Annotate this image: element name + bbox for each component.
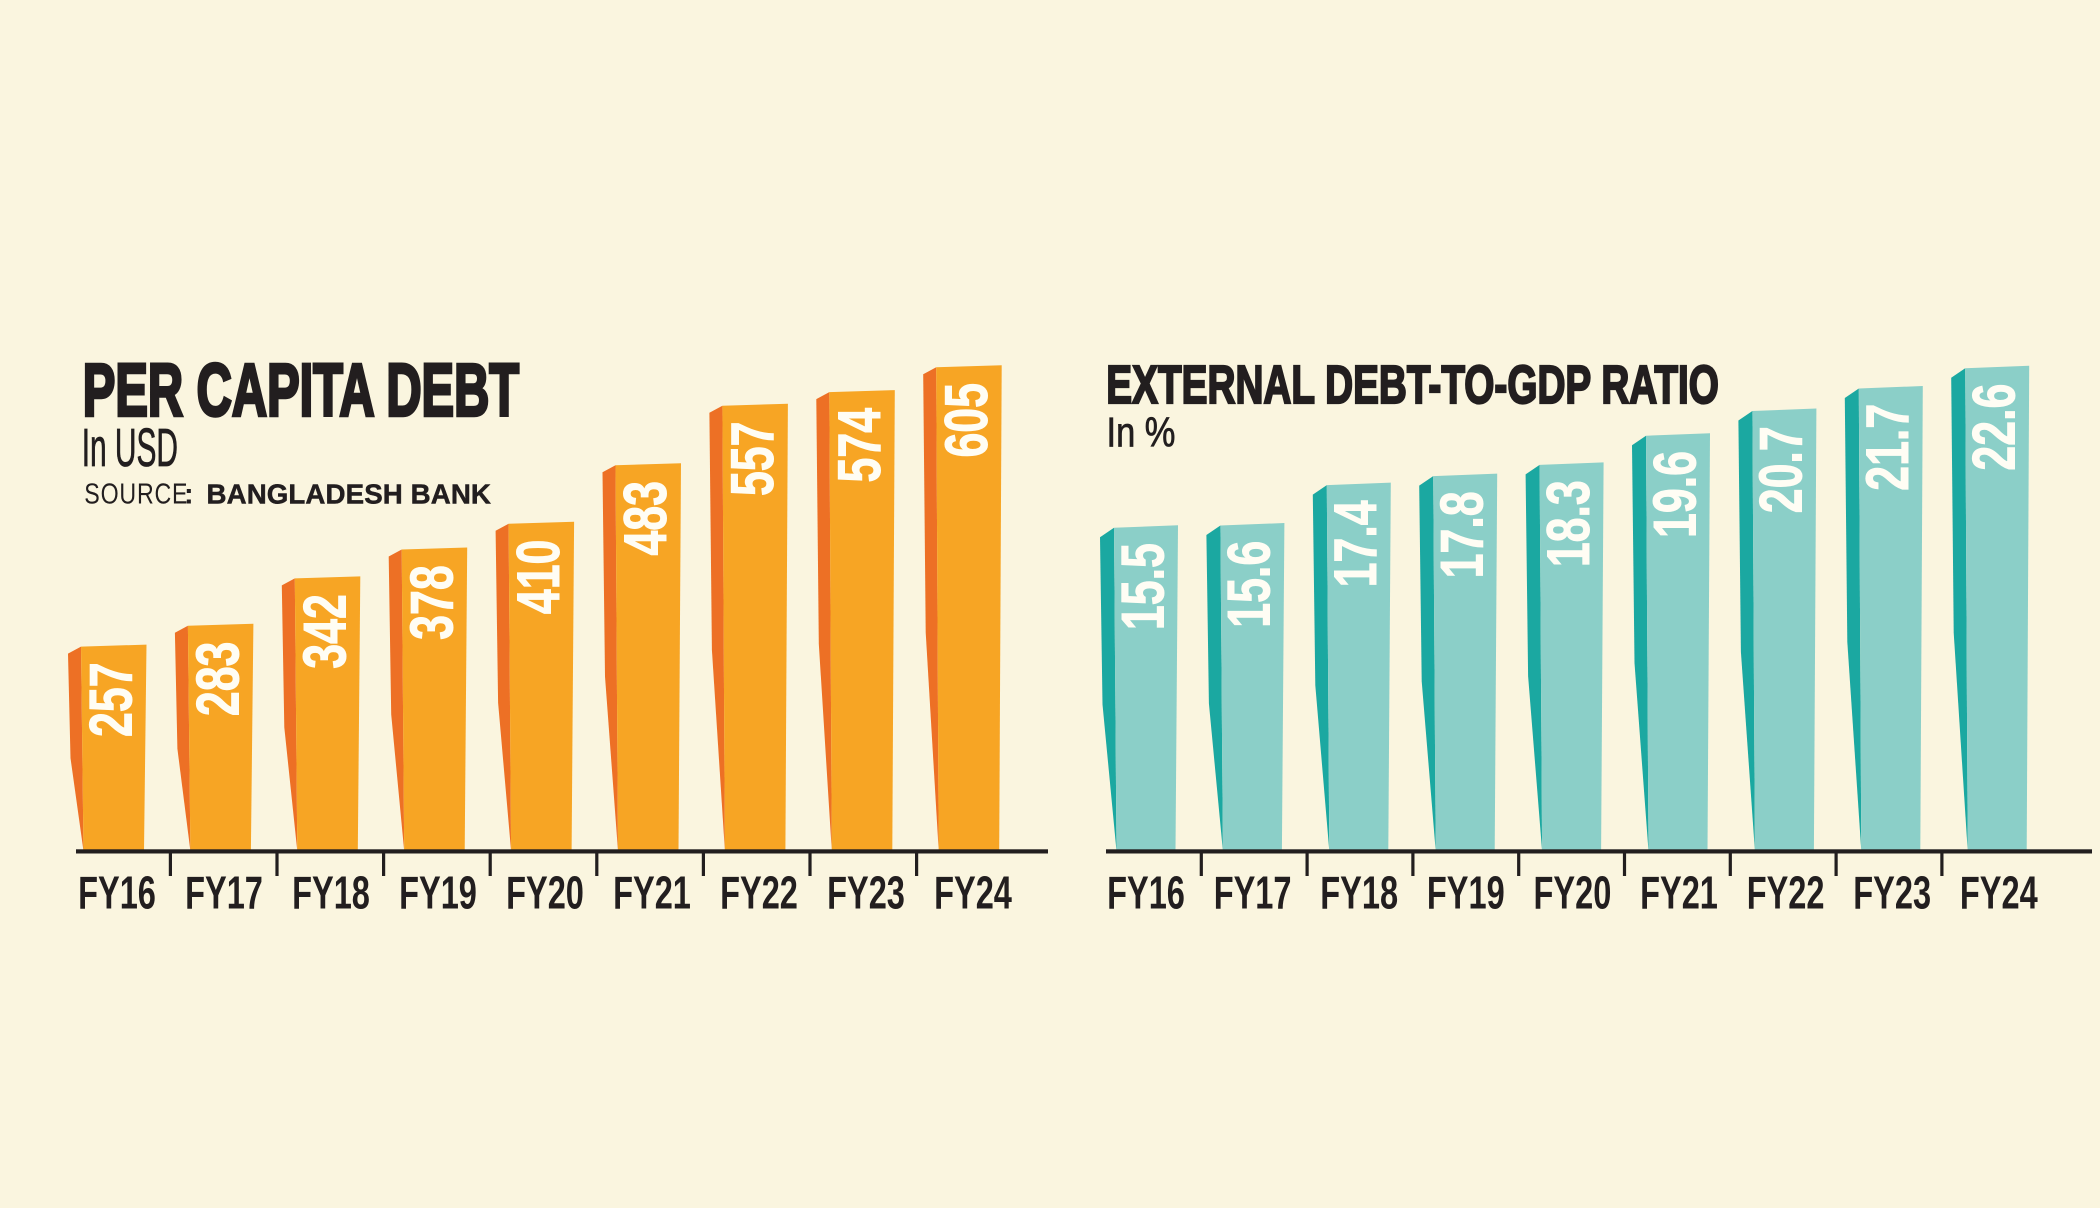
svg-text:FY20: FY20 [1533,868,1611,919]
svg-text:SOURCE: SOURCE [84,477,188,510]
svg-text:18.3: 18.3 [1536,480,1603,567]
svg-text:15.6: 15.6 [1216,541,1283,628]
svg-text:574: 574 [827,407,894,482]
svg-text:21.7: 21.7 [1855,404,1922,491]
svg-text:22.6: 22.6 [1961,384,2028,471]
svg-text:FY18: FY18 [1320,868,1398,919]
svg-text:410: 410 [506,540,573,615]
svg-text:In USD: In USD [82,419,178,478]
svg-text:FY19: FY19 [399,868,477,919]
svg-text:20.7: 20.7 [1748,426,1815,513]
svg-text:257: 257 [78,662,145,737]
svg-text:PER CAPITA DEBT: PER CAPITA DEBT [83,349,519,432]
svg-text:FY24: FY24 [934,868,1012,919]
svg-text:BANGLADESH BANK: BANGLADESH BANK [207,479,492,510]
svg-text:EXTERNAL DEBT-TO-GDP RATIO: EXTERNAL DEBT-TO-GDP RATIO [1106,353,1719,414]
svg-text:FY16: FY16 [1107,868,1185,919]
svg-text:17.4: 17.4 [1323,500,1390,587]
svg-text:In %: In % [1107,410,1176,457]
svg-text:FY21: FY21 [613,868,691,919]
svg-text:FY22: FY22 [1747,868,1825,919]
svg-text::: : [184,479,194,511]
svg-text:483: 483 [613,481,680,556]
svg-text:557: 557 [720,422,787,497]
svg-text:FY22: FY22 [720,868,798,919]
svg-text:FY23: FY23 [1853,868,1931,919]
svg-text:378: 378 [399,565,466,640]
svg-text:605: 605 [934,383,1001,458]
svg-text:FY19: FY19 [1427,868,1505,919]
svg-text:FY20: FY20 [506,868,584,919]
svg-text:15.5: 15.5 [1110,543,1177,630]
svg-text:FY21: FY21 [1640,868,1718,919]
svg-text:19.6: 19.6 [1642,451,1709,538]
svg-text:342: 342 [292,594,359,669]
svg-text:FY17: FY17 [1214,868,1292,919]
svg-text:283: 283 [185,642,252,717]
svg-text:FY16: FY16 [78,868,156,919]
svg-text:17.8: 17.8 [1429,491,1496,578]
svg-text:FY17: FY17 [185,868,263,919]
svg-text:FY24: FY24 [1960,868,2038,919]
svg-text:FY18: FY18 [292,868,370,919]
svg-text:FY23: FY23 [827,868,905,919]
